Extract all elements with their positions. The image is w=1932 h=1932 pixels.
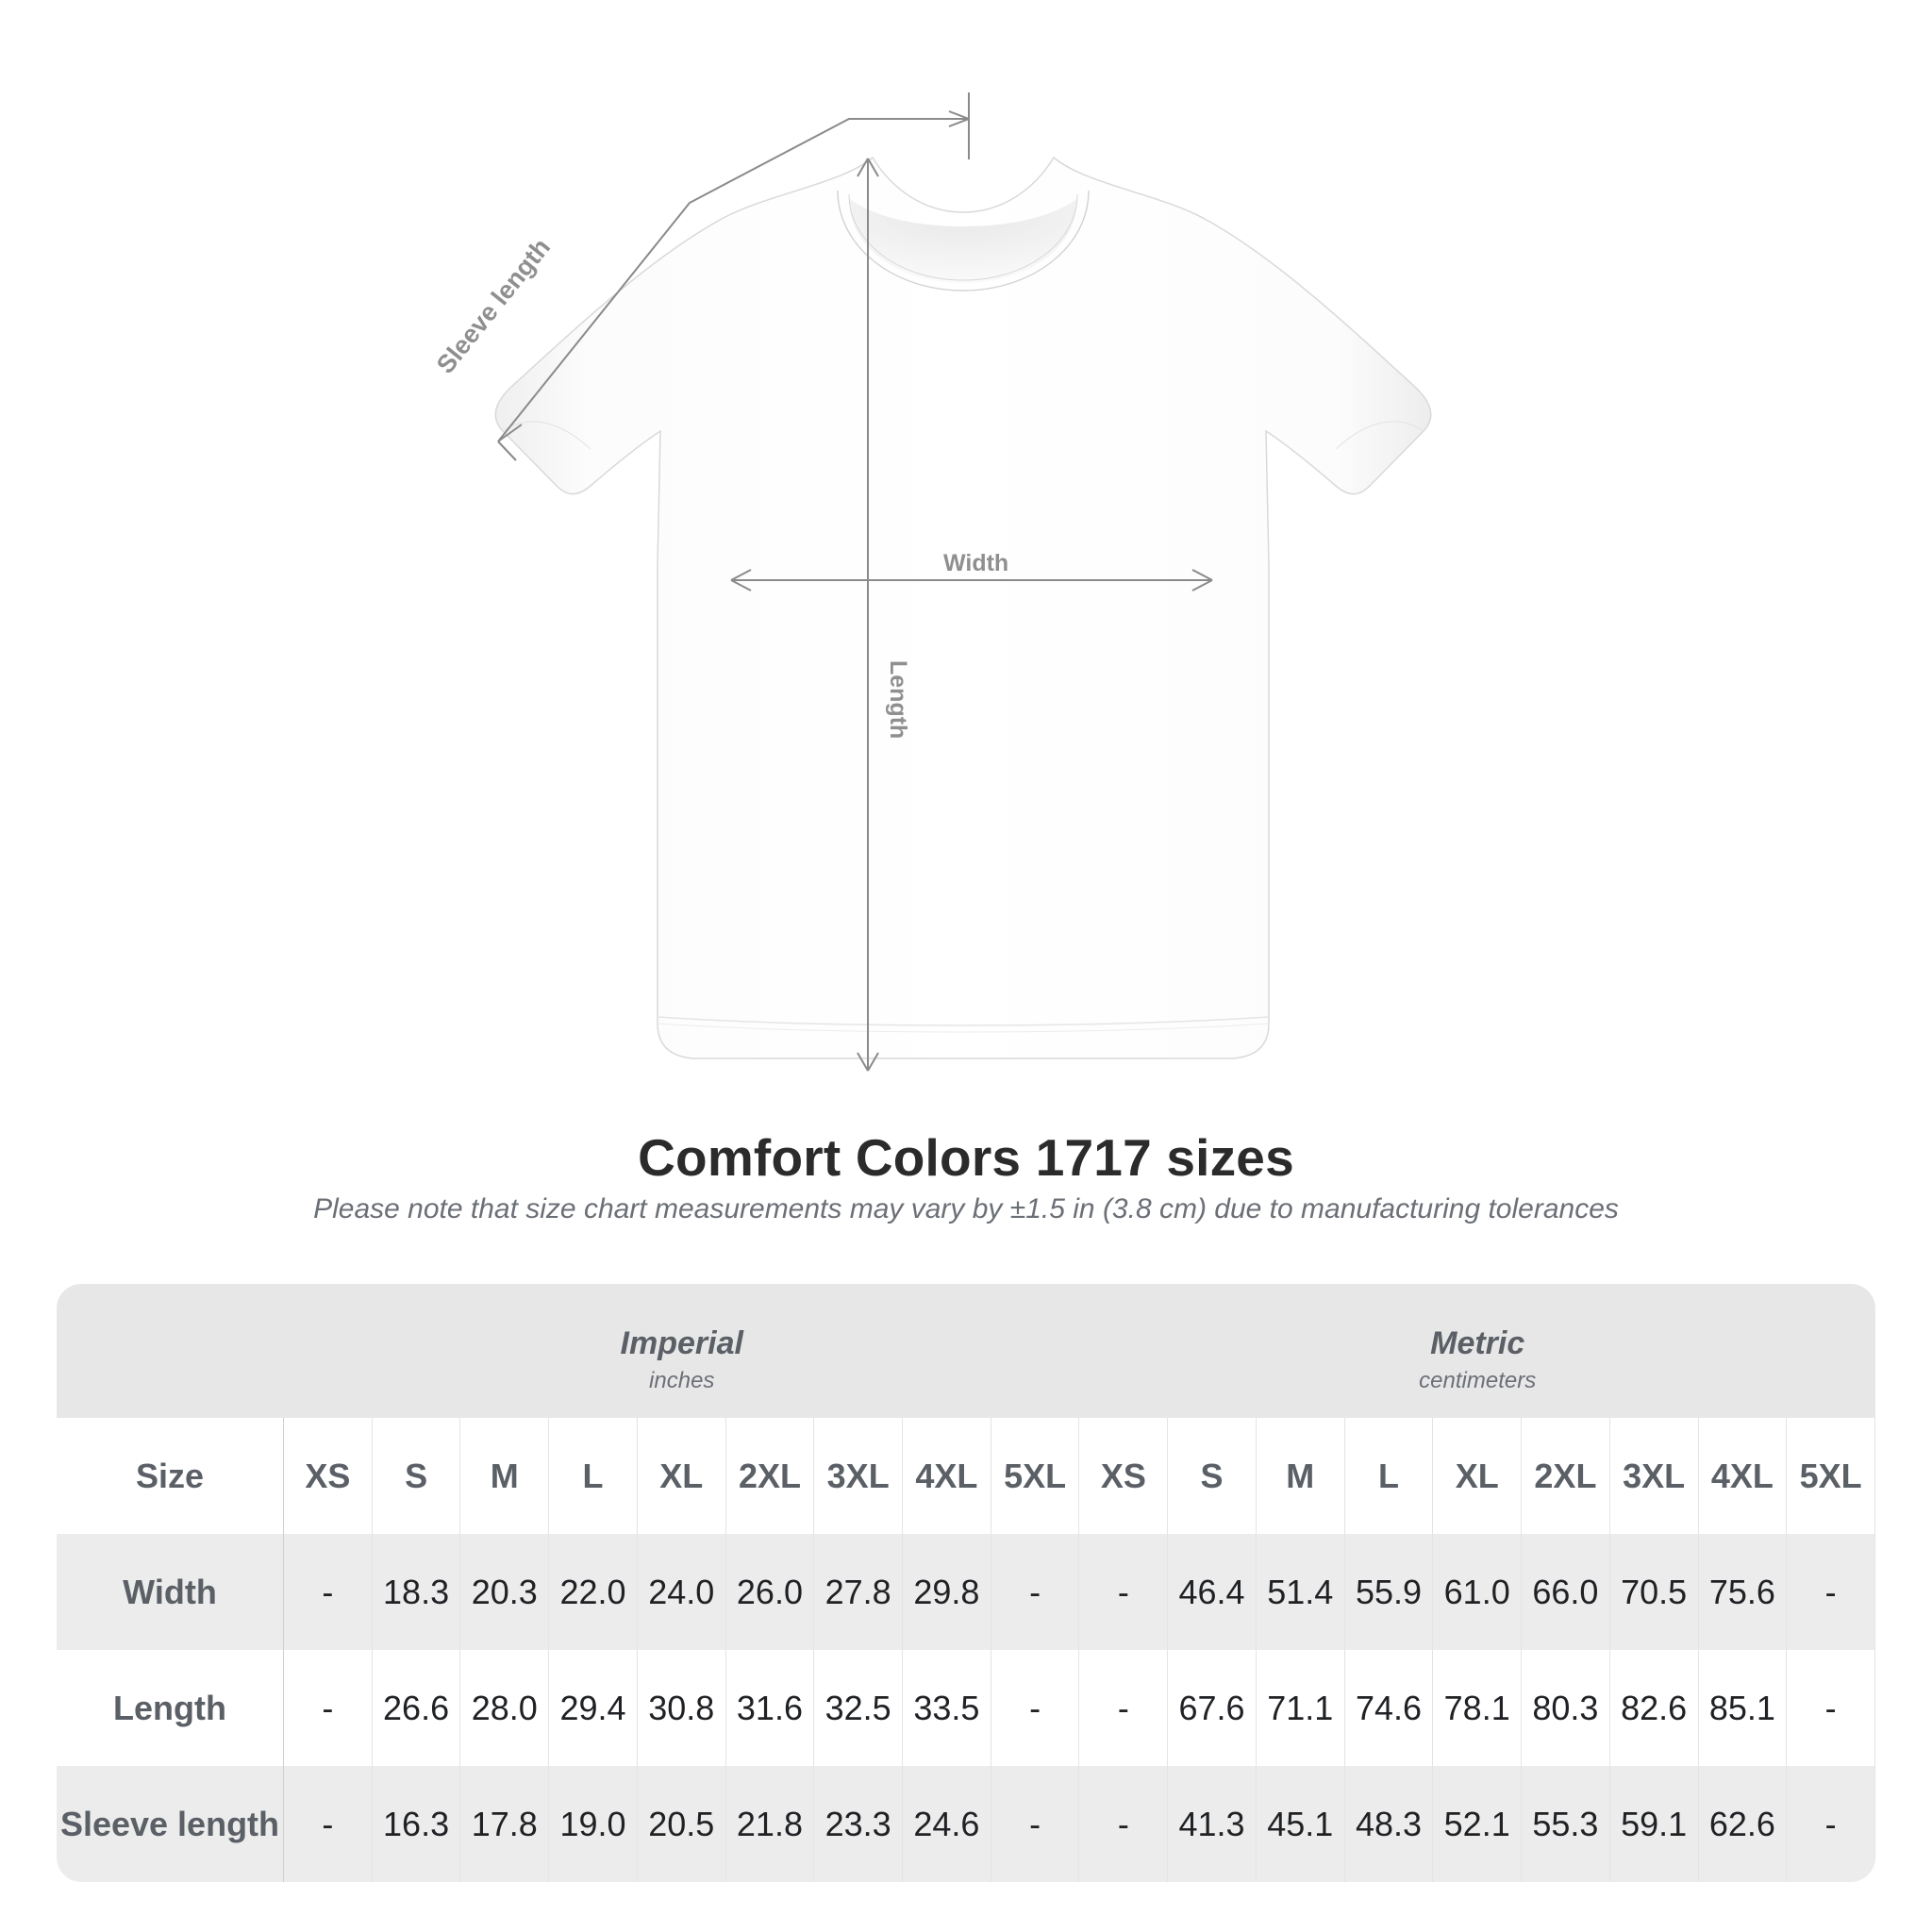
svg-text:Length: Length [885,660,911,739]
svg-text:Sleeve length: Sleeve length [431,233,556,379]
svg-text:Width: Width [943,550,1008,576]
